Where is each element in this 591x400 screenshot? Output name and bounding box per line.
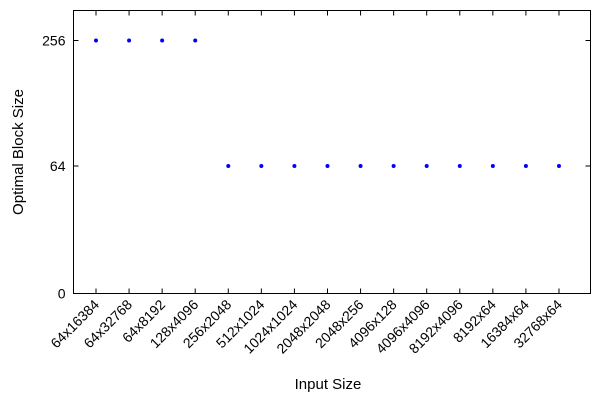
data-point bbox=[457, 164, 462, 168]
data-point bbox=[490, 164, 495, 168]
data-point bbox=[292, 164, 297, 168]
y-tick-label: 64 bbox=[50, 158, 66, 174]
data-point bbox=[391, 164, 396, 168]
plot-frame bbox=[73, 10, 591, 294]
data-point bbox=[259, 164, 264, 168]
data-point bbox=[523, 164, 528, 168]
data-point bbox=[226, 164, 231, 168]
data-point bbox=[94, 38, 98, 43]
y-axis: 0 64 256 bbox=[42, 33, 591, 302]
data-point bbox=[325, 164, 330, 168]
data-point bbox=[424, 164, 429, 168]
y-tick-label: 0 bbox=[58, 286, 66, 302]
y-axis-label: Optimal Block Size bbox=[10, 89, 27, 215]
y-tick-label: 256 bbox=[42, 33, 66, 49]
data-point bbox=[556, 164, 561, 168]
x-axis: 64x1638464x3276864x8192128x4096256x20485… bbox=[47, 10, 565, 357]
x-axis-label: Input Size bbox=[295, 376, 362, 393]
data-points bbox=[94, 38, 561, 168]
data-point bbox=[358, 164, 363, 168]
data-point bbox=[160, 38, 165, 43]
data-point bbox=[193, 38, 198, 43]
data-point bbox=[127, 38, 132, 43]
